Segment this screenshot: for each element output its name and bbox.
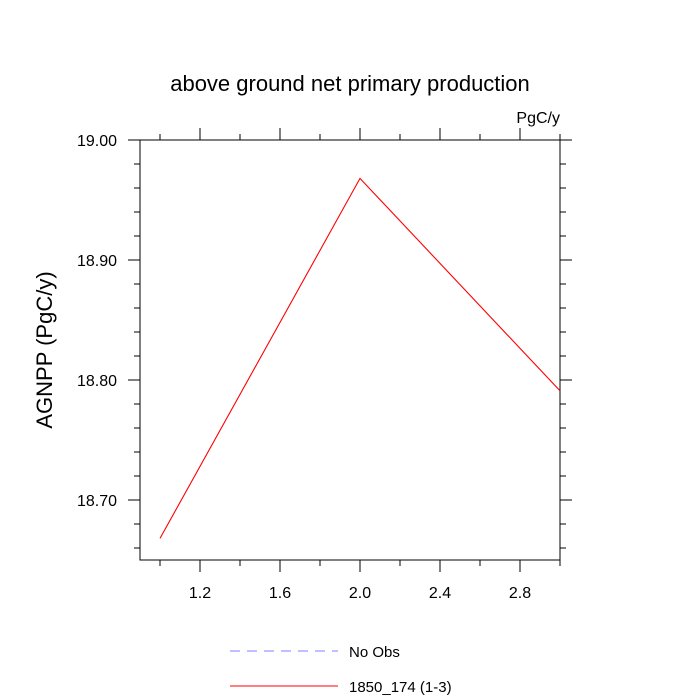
y-axis-label: AGNPP (PgC/y)	[32, 271, 57, 428]
legend-label-1: 1850_174 (1-3)	[349, 679, 452, 696]
y-tick-label: 18.90	[77, 253, 117, 270]
x-tick-label: 1.2	[189, 585, 211, 602]
x-tick-label: 2.0	[349, 585, 371, 602]
legend: No Obs 1850_174 (1-3)	[230, 644, 452, 696]
x-tick-label: 2.4	[429, 585, 451, 602]
y-tick-label: 18.70	[77, 493, 117, 510]
x-tick-label: 1.6	[269, 585, 291, 602]
x-tick-label: 2.8	[509, 585, 531, 602]
y-tick-label: 19.00	[77, 133, 117, 150]
series-layer	[159, 177, 561, 539]
axis-tick-labels: 1.2 1.6 2.0 2.4 2.8 18.70 18.80 18.90 19.00	[77, 133, 531, 602]
axis-ticks	[128, 128, 572, 572]
chart-title: above ground net primary production	[170, 71, 530, 96]
y-tick-label: 18.80	[77, 373, 117, 390]
legend-label-0: No Obs	[349, 644, 400, 661]
units-label: PgC/y	[516, 110, 560, 127]
series-line-0	[159, 177, 561, 539]
plot-frame	[139, 139, 561, 561]
